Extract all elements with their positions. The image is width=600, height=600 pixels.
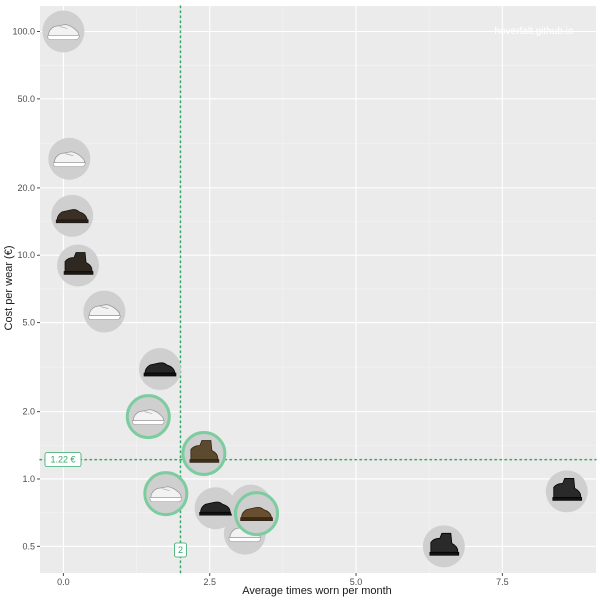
shoe-sole: [47, 35, 80, 40]
data-point: [125, 394, 171, 440]
data-point: [545, 470, 588, 513]
y-tick-label: 20.0: [17, 183, 35, 193]
shoe-upper: [88, 304, 121, 316]
reference-label-x: 2: [174, 542, 187, 558]
x-tick-label: 5.0: [350, 577, 363, 587]
shoe-upper: [132, 409, 164, 422]
data-point: [48, 137, 91, 180]
reference-label-x-box: [174, 542, 187, 558]
shoe-upper: [190, 440, 219, 460]
x-tick-label: 0.0: [57, 577, 70, 587]
shoe-sole: [52, 162, 86, 168]
shoe-upper: [430, 532, 459, 553]
shoe-upper: [56, 209, 88, 221]
x-tick-label: 2.5: [203, 577, 216, 587]
shoe-lace: [65, 153, 74, 157]
x-tick-label: 7.5: [496, 577, 509, 587]
shoe-sole: [189, 459, 220, 463]
shoe-sole: [143, 372, 177, 377]
x-axis-title: Average times worn per month: [242, 585, 392, 597]
shoe-upper: [53, 151, 85, 164]
shoe-sole: [63, 271, 94, 275]
data-point: [57, 244, 100, 287]
data-point: [51, 194, 94, 237]
data-point: [42, 10, 85, 53]
reference-label-y-box: [44, 452, 82, 468]
shoe-sole: [149, 497, 183, 502]
y-tick-label: 5.0: [22, 318, 35, 328]
data-point: [138, 348, 181, 391]
y-tick-label: 100.0: [12, 26, 35, 36]
plot-background: [40, 6, 596, 573]
shoe-sole: [131, 420, 165, 425]
shoe-upper: [553, 478, 582, 498]
y-tick-label: 50.0: [17, 94, 35, 104]
shoe-lace: [161, 488, 170, 491]
y-axis-title: Cost per wear (€): [3, 246, 15, 331]
shoe-sole: [429, 552, 460, 556]
shoe-sole: [55, 219, 89, 224]
shoe-sole: [88, 315, 121, 320]
shoe-upper: [200, 501, 232, 513]
shoe-lace: [100, 306, 109, 309]
y-tick-label: 1.0: [22, 474, 35, 484]
data-point: [143, 471, 189, 517]
y-tick-label: 10.0: [17, 250, 35, 260]
shoe-lace: [144, 411, 153, 414]
shoe-upper: [241, 506, 273, 519]
shoe-lace: [59, 26, 68, 29]
shoe-sole: [199, 511, 232, 516]
data-point: [422, 525, 465, 568]
data-point: [234, 491, 280, 537]
shoe-upper: [144, 362, 176, 374]
reference-label-y-text: 1.22 €: [50, 455, 75, 465]
shoe-sole: [228, 537, 262, 542]
reference-label-y: 1.22 €: [44, 452, 82, 468]
data-point: [194, 487, 237, 530]
y-tick-label: 0.5: [22, 541, 35, 551]
shoe-upper: [150, 486, 182, 499]
data-point: [83, 290, 126, 333]
shoe-upper: [64, 252, 93, 272]
shoe-sole: [240, 517, 273, 521]
watermark-label: hoverfalt.github.io: [495, 26, 574, 37]
shoe-sole: [552, 497, 583, 501]
plot-area: 0.0 2.5 5.0 7.5 0.5 1.0 2.0 5.0 10.0 20.0 50.0 100.…: [12, 5, 597, 587]
shoe-upper: [48, 24, 80, 36]
y-tick-label: 2.0: [22, 407, 35, 417]
reference-label-x-text: 2: [178, 545, 183, 555]
data-point: [181, 430, 227, 476]
